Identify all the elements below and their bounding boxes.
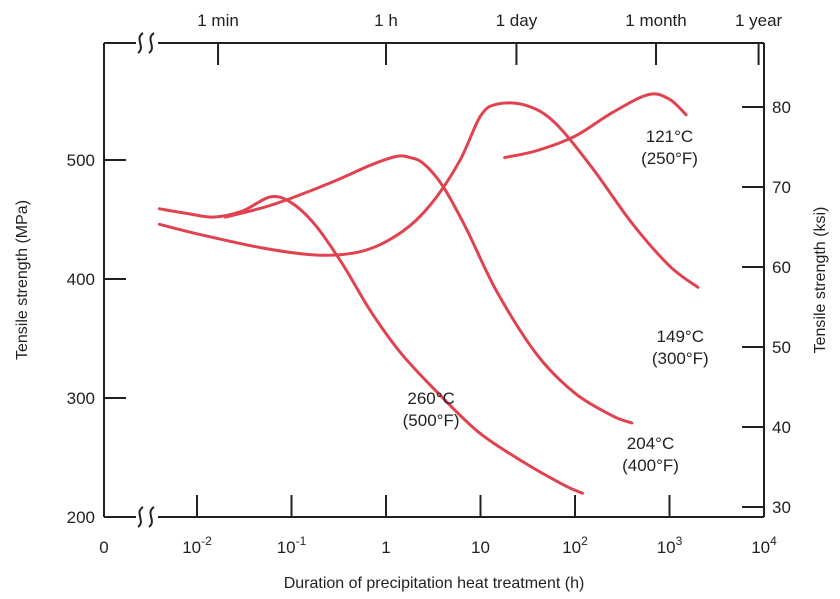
y-tick-label: 500 [67,151,95,170]
x-tick-label: 10-2 [182,534,212,557]
x-tick-label: 102 [562,534,588,557]
x-tick-label: 104 [751,534,777,557]
x-tick-label: 0 [99,538,108,557]
y2-tick-label: 60 [772,258,791,277]
y2-tick-label: 80 [772,98,791,117]
x-ticks: 0 10-2 10-1 1 10 102 103 104 [99,495,777,557]
series-line-3 [503,92,688,160]
y2-tick-label: 70 [772,178,791,197]
top-tick-label: 1 year [735,11,783,30]
x-axis-title: Duration of precipitation heat treatment… [284,575,585,592]
y-tick-label: 200 [67,508,95,527]
series-line-0 [157,195,584,495]
top-tick-label: 1 month [625,11,686,30]
y-ticks: 200 300 400 500 [67,151,126,527]
top-tick-label: 1 day [496,11,538,30]
series-line-1 [223,154,634,425]
y-tick-label: 300 [67,389,95,408]
x-tick-label: 10-1 [277,534,307,557]
y-tick-label: 400 [67,270,95,289]
axis-break-bottom [137,506,155,528]
y2-tick-label: 30 [772,498,791,517]
series-label-2: 149°C (300°F) [652,327,709,368]
series-label-0: 260°C (500°F) [403,389,460,430]
top-axis-ticks: 1 min 1 h 1 day 1 month 1 year [197,11,783,65]
top-tick-label: 1 min [197,11,239,30]
y2-tick-label: 50 [772,338,791,357]
x-tick-label: 103 [657,534,683,557]
series-line-2 [157,101,700,289]
y2-tick-label: 40 [772,418,791,437]
axis-break-top [137,32,155,54]
top-tick-label: 1 h [374,11,398,30]
y-axis-title: Tensile strength (MPa) [14,200,31,360]
y2-ticks: 30 40 50 60 70 80 [742,98,791,517]
curve-labels: 260°C (500°F) 204°C (400°F) 149°C (300°F) 121°… [403,127,709,475]
curves [157,92,700,495]
series-label-1: 204°C (400°F) [622,434,679,475]
series-label-3: 121°C (250°F) [641,127,698,168]
x-tick-label: 10 [471,538,490,557]
x-tick-label: 1 [381,538,390,557]
y2-axis-title: Tensile strength (ksi) [812,207,829,354]
